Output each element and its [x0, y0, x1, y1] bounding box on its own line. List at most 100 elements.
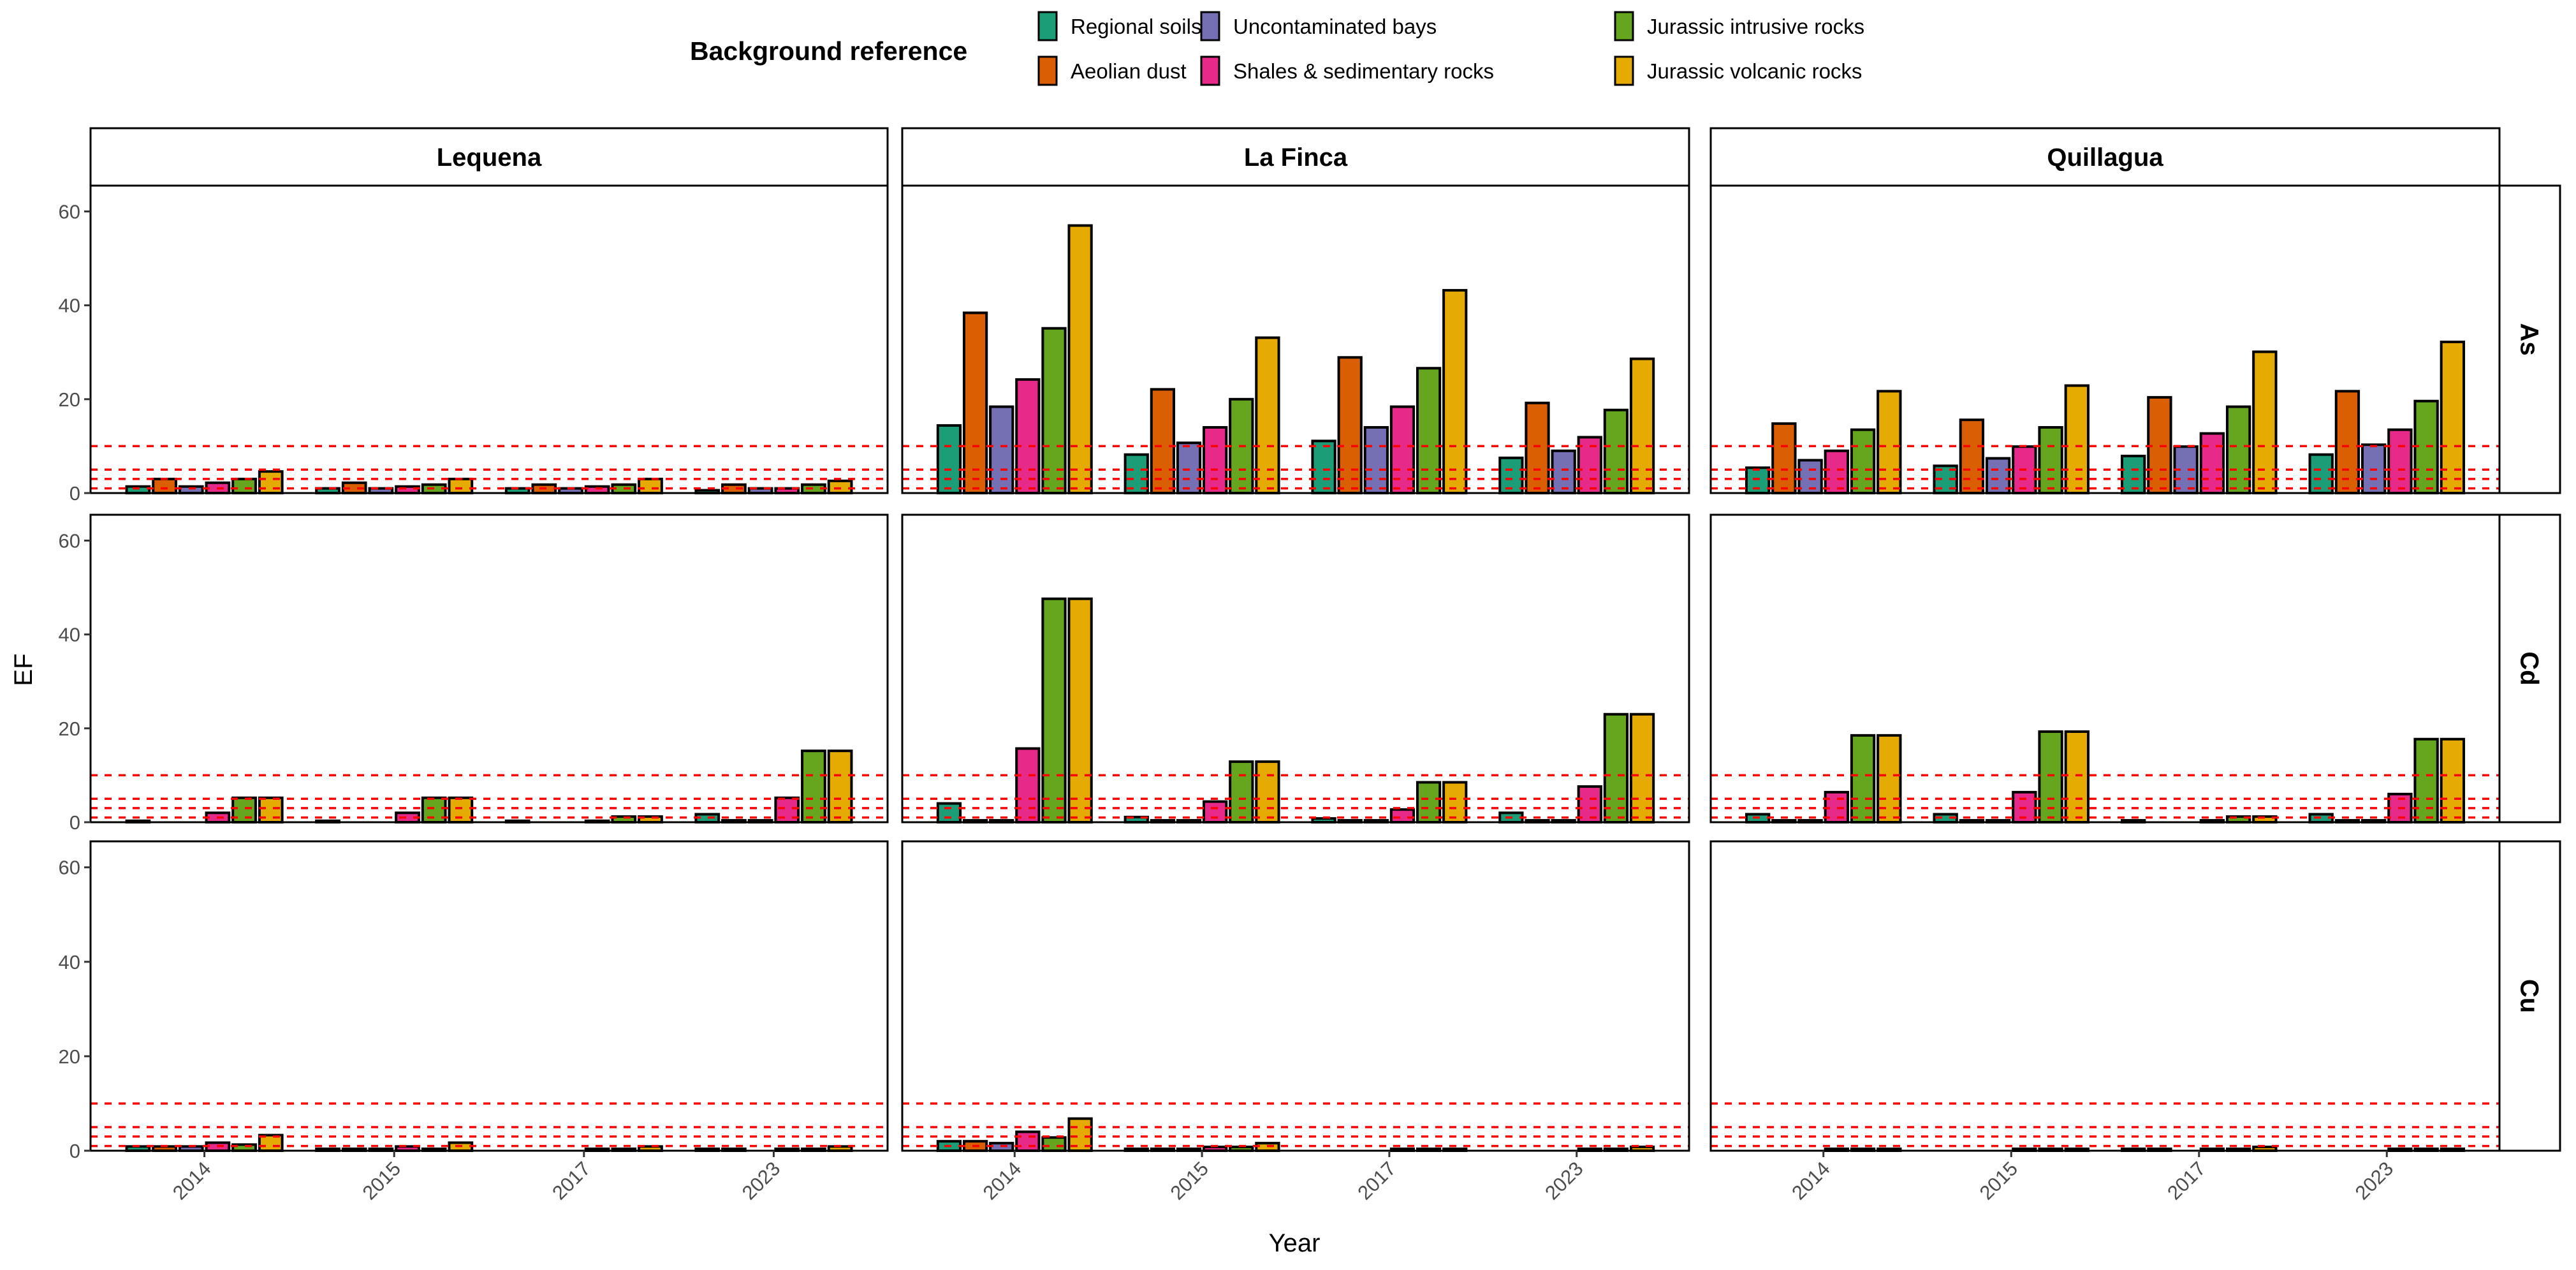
bar — [1203, 800, 1228, 823]
facet-strip-label: La Finca — [1244, 144, 1348, 172]
bar — [1015, 747, 1041, 823]
bar — [1311, 439, 1336, 495]
facet-panel-cd-la-finca — [901, 513, 1690, 824]
panel-border — [1709, 513, 2501, 823]
bar — [1551, 449, 1576, 494]
legend-key-swatch — [1614, 11, 1634, 41]
bar — [1416, 367, 1442, 494]
bar — [989, 405, 1014, 494]
bar — [1255, 760, 1280, 824]
facet-strip-row — [2498, 184, 2561, 494]
bar — [638, 477, 663, 494]
legend-label: Uncontaminated bays — [1233, 15, 1437, 38]
bar — [1067, 597, 1093, 823]
bar — [1603, 713, 1629, 823]
x-tick-label: 2023 — [2351, 1157, 2398, 1204]
facet-strip-label: Quillagua — [2047, 144, 2163, 172]
facet-strip-column — [89, 127, 889, 187]
x-tick-label: 2015 — [358, 1157, 406, 1204]
facet-panel-cd-quillagua — [1709, 513, 2501, 824]
bar — [1041, 597, 1067, 823]
panel-border — [901, 513, 1690, 823]
y-tick-label: 0 — [70, 482, 80, 505]
x-tick-label: 2017 — [2163, 1157, 2210, 1204]
facet-panel-cu-la-finca: 2014 2015 2017 2023 — [901, 840, 1690, 1204]
x-tick-label: 2014 — [1787, 1157, 1834, 1204]
y-tick-label: 60 — [59, 200, 80, 223]
legend-key-swatch — [1037, 11, 1058, 41]
bar — [448, 477, 474, 494]
legend-label: Jurassic intrusive rocks — [1647, 15, 1864, 38]
x-tick-label: 2023 — [738, 1157, 785, 1204]
bar — [1363, 425, 1389, 495]
facet-strip-label: Cu — [2515, 979, 2543, 1013]
bar — [2440, 737, 2466, 824]
bar — [1442, 289, 1468, 494]
bar — [1877, 390, 1902, 495]
y-tick-label: 60 — [59, 857, 80, 879]
legend-item: Shales & sedimentary rocks — [1200, 55, 1494, 86]
facet-strip-label: As — [2515, 323, 2543, 355]
facet-panel-as-la-finca — [901, 184, 1690, 495]
bar — [2121, 454, 2146, 495]
facet-panel-as-quillagua — [1709, 184, 2501, 495]
y-axis-title: EF — [10, 653, 38, 686]
x-tick-label: 2015 — [1975, 1157, 2023, 1204]
bar — [231, 477, 257, 494]
bar — [827, 479, 853, 495]
bar — [1203, 425, 1228, 495]
x-tick-label: 2014 — [168, 1157, 216, 1204]
bar — [2334, 390, 2360, 495]
facet-strip-label: Cd — [2515, 651, 2543, 685]
bar — [1389, 405, 1416, 494]
x-tick-label: 2017 — [1353, 1157, 1400, 1204]
legend-label: Regional soils — [1071, 15, 1201, 38]
bar — [2199, 432, 2225, 495]
panel-background — [1711, 841, 2499, 1151]
facet-strip-column — [901, 127, 1690, 187]
bar — [1123, 453, 1149, 495]
x-axis-title: Year — [1269, 1229, 1321, 1257]
bar — [1229, 760, 1254, 824]
bar — [801, 749, 826, 824]
bar — [1389, 808, 1416, 824]
bar — [827, 749, 853, 824]
y-tick-label: 20 — [59, 388, 80, 411]
x-tick-label: 2015 — [1166, 1157, 1213, 1204]
panel-border — [89, 184, 889, 494]
y-tick-label: 40 — [59, 624, 80, 646]
x-tick-label: 2014 — [979, 1157, 1026, 1204]
bar — [1629, 357, 1655, 495]
bar — [1176, 441, 1202, 494]
y-tick-label: 20 — [59, 718, 80, 740]
bar — [1959, 418, 1985, 495]
panel-border — [901, 184, 1690, 494]
legend-label: Shales & sedimentary rocks — [1233, 59, 1494, 83]
bar — [1745, 466, 1771, 494]
panel-border — [1709, 840, 2501, 1152]
panel-border — [89, 513, 889, 823]
facet-strip-row — [2498, 513, 2561, 823]
x-tick-label: 2023 — [1540, 1157, 1588, 1204]
bar — [1771, 422, 1797, 495]
y-tick-label: 0 — [70, 1140, 80, 1162]
y-tick-label: 40 — [59, 951, 80, 973]
legend-item: Jurassic intrusive rocks — [1614, 11, 1864, 41]
legend-key-swatch — [1614, 55, 1634, 86]
bar — [1416, 781, 1442, 824]
panel-border — [1709, 184, 2501, 494]
bar — [1041, 327, 1067, 494]
bar — [936, 424, 962, 494]
legend-key-swatch — [1037, 55, 1058, 86]
bar — [152, 477, 177, 494]
bar — [2413, 737, 2439, 824]
y-tick-label: 20 — [59, 1045, 80, 1068]
y-tick-label: 40 — [59, 295, 80, 317]
bar — [2038, 730, 2063, 824]
bar — [1015, 1130, 1041, 1153]
bar — [936, 802, 962, 824]
panel-background — [91, 515, 888, 822]
facet-panel-cu-lequena: 0 20 40 60 2014 2015 2017 2023 — [59, 840, 889, 1204]
legend: Background reference Regional soils Aeoli… — [690, 11, 1864, 86]
